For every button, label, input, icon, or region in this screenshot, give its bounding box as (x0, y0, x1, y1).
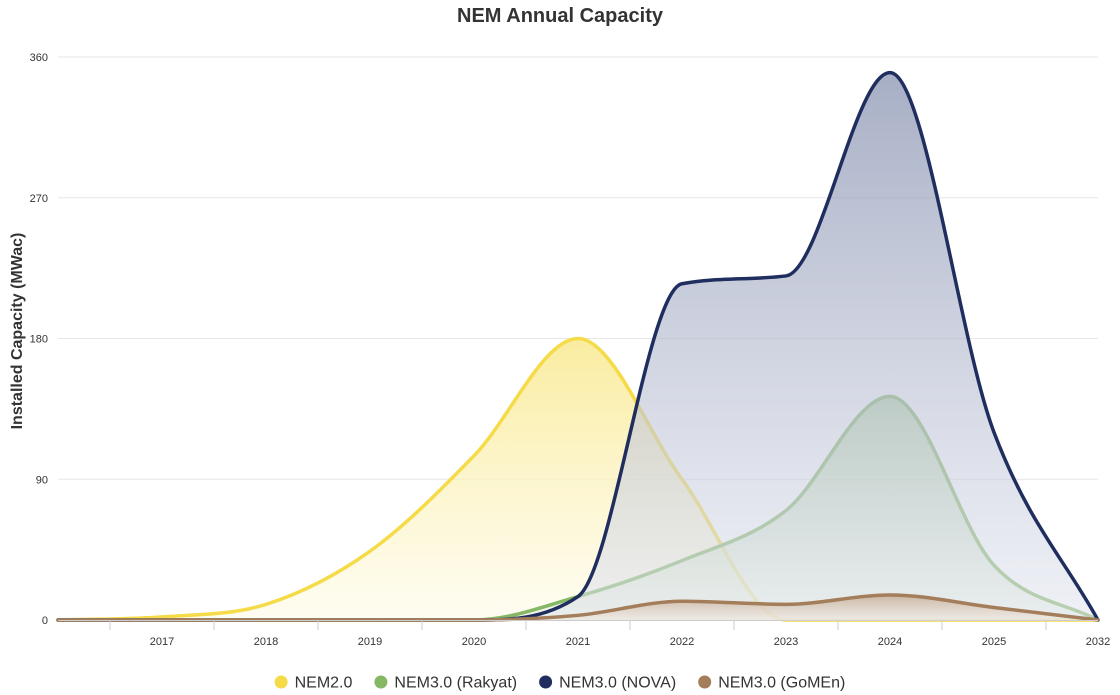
x-axis-ticks: 2017 2018 2019 2020 2021 2022 2023 2024 2025 2032 (150, 636, 1110, 648)
x-tick-label: 2022 (670, 636, 694, 648)
y-tick-label: 270 (30, 193, 48, 205)
x-tick-label: 2025 (982, 636, 1006, 648)
legend-marker (539, 675, 553, 689)
legend[interactable]: NEM2.0 NEM3.0 (Rakyat) NEM3.0 (NOVA) NEM3.0… (274, 675, 846, 692)
legend-item[interactable]: NEM3.0 (GoMEn) (698, 675, 845, 692)
y-axis-ticks: 0 90 180 270 360 (30, 52, 48, 627)
chart-title: NEM Annual Capacity (457, 5, 664, 27)
legend-marker (274, 675, 288, 689)
x-tick-label: 2032 (1086, 636, 1110, 648)
legend-label: NEM3.0 (Rakyat) (394, 675, 517, 692)
series-area (58, 338, 1098, 620)
y-tick-label: 360 (30, 52, 48, 64)
legend-item[interactable]: NEM2.0 (274, 675, 353, 692)
x-tick-label: 2019 (358, 636, 382, 648)
legend-label: NEM2.0 (295, 675, 353, 692)
x-tick-label: 2021 (566, 636, 590, 648)
legend-label: NEM3.0 (NOVA) (559, 675, 676, 692)
x-tick-label: 2017 (150, 636, 174, 648)
x-axis (58, 620, 1098, 630)
y-tick-label: 0 (42, 615, 48, 627)
legend-label: NEM3.0 (GoMEn) (718, 675, 845, 692)
x-tick-label: 2024 (878, 636, 902, 648)
series-area (58, 72, 1098, 620)
x-tick-label: 2018 (254, 636, 278, 648)
x-tick-label: 2020 (462, 636, 486, 648)
legend-item[interactable]: NEM3.0 (Rakyat) (374, 675, 517, 692)
legend-marker (698, 675, 712, 689)
legend-item[interactable]: NEM3.0 (NOVA) (539, 675, 676, 692)
series-layer (56, 70, 1100, 622)
x-tick-label: 2023 (774, 636, 798, 648)
y-tick-label: 180 (30, 334, 48, 346)
y-axis-title: Installed Capacity (MWac) (9, 233, 26, 430)
y-tick-label: 90 (36, 474, 48, 486)
legend-marker (374, 675, 388, 689)
